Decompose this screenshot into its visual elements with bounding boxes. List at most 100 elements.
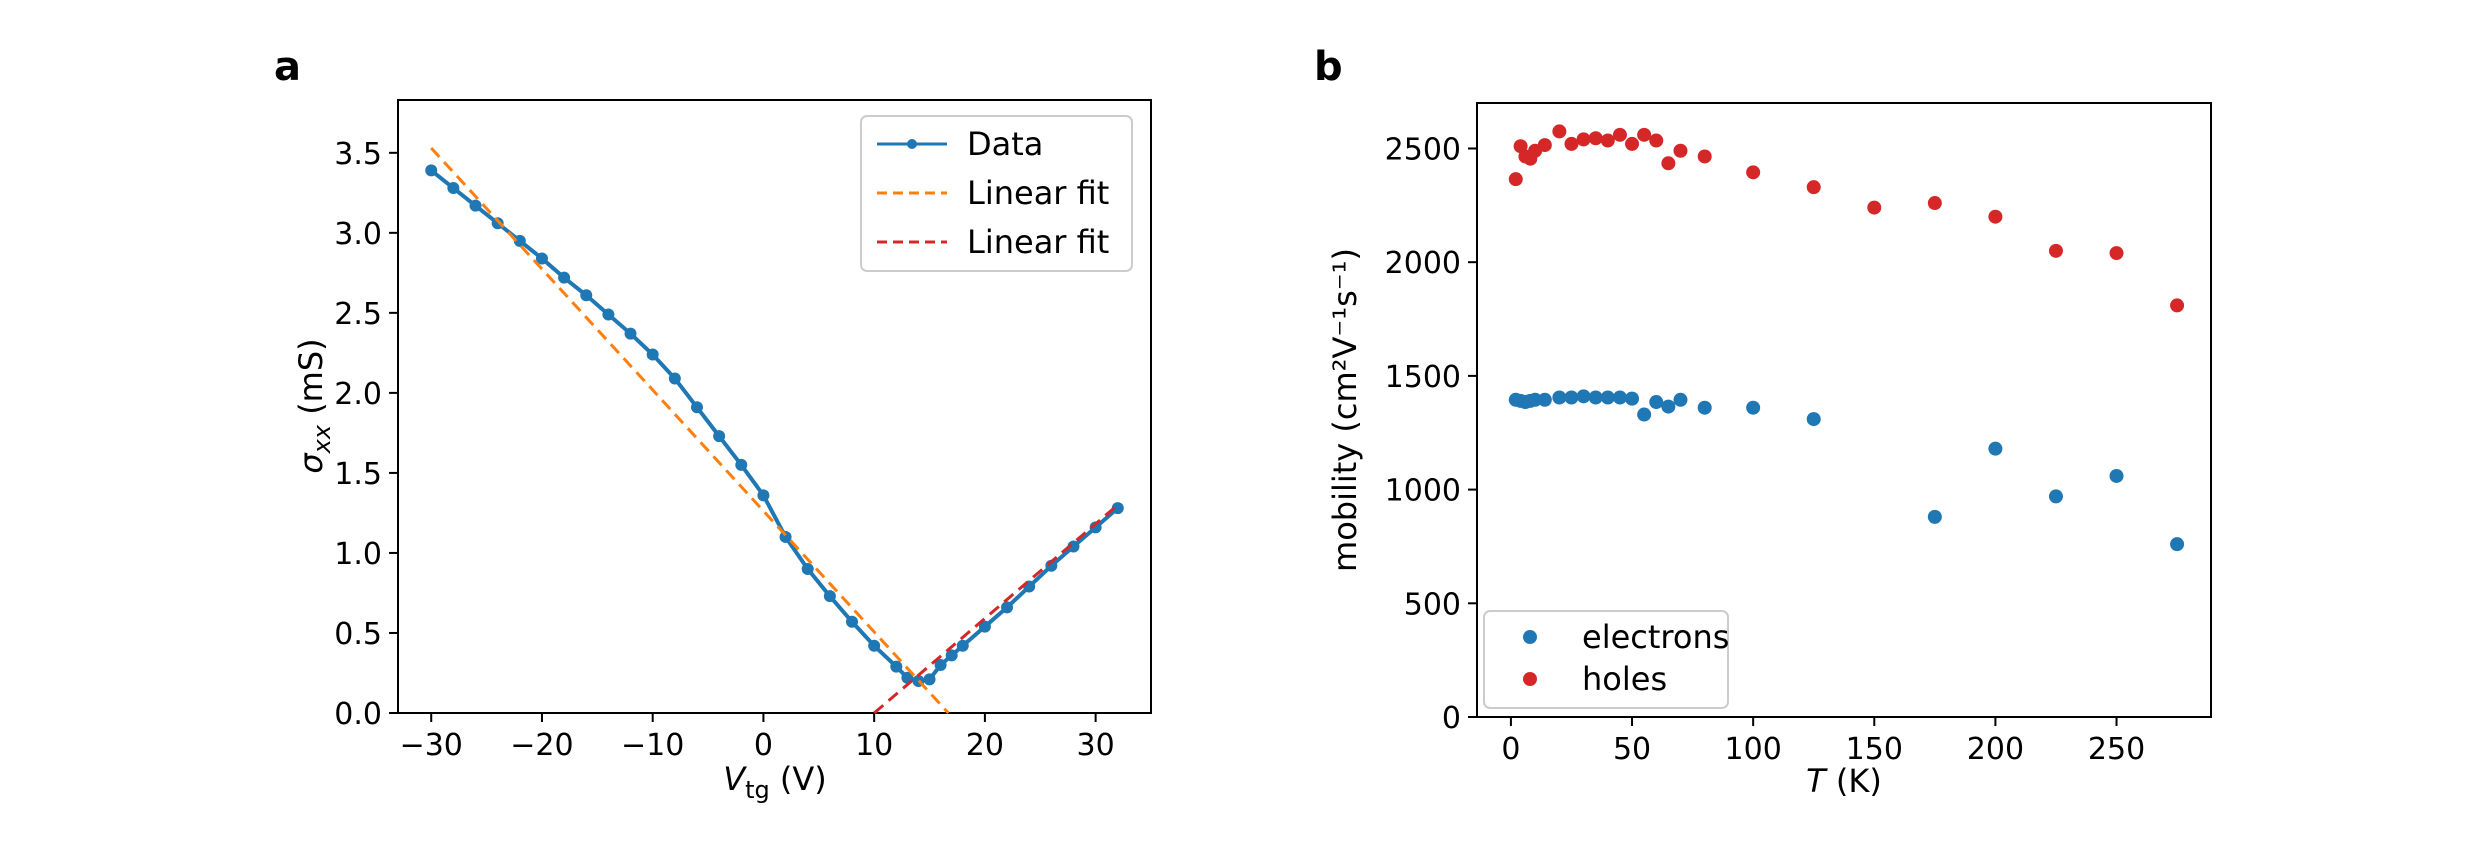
chart-b-series-holes-1-point: [1600, 133, 1615, 148]
chart-b-series-holes-1-point: [1508, 172, 1523, 187]
chart-b-series-electrons-0-point: [1697, 400, 1712, 415]
legend-fit1-label: Linear fit: [967, 174, 1109, 212]
chart-a-series-data-0-point: [646, 348, 659, 361]
chart-a-xtick-label: 20: [966, 728, 1004, 763]
chart-b-xlabel-unit: (K): [1826, 762, 1882, 800]
chart-b-ytick-label: 0: [1442, 701, 1461, 736]
chart-a-ylabel-unit: (mS): [292, 338, 330, 425]
chart-a-xlabel-sub: tg: [745, 776, 770, 804]
chart-b-series-holes-1-point: [1537, 138, 1552, 153]
chart-b-series-electrons-0-point: [2170, 537, 2185, 552]
legend-data-marker: [907, 139, 917, 149]
chart-b-series-holes-1-point: [1661, 156, 1676, 171]
chart-a-series-data-0-point: [713, 430, 726, 443]
chart-b-series-holes-1-point: [1806, 180, 1821, 195]
chart-b-series-electrons-0-point: [1673, 392, 1688, 407]
chart-b-ytick-label: 1000: [1385, 474, 1461, 509]
chart-b-xlabel: T (K): [1806, 762, 1882, 800]
chart-b-series-electrons-0-point: [1927, 509, 1942, 524]
chart-b-series-holes-1-point: [2170, 298, 2185, 313]
chart-b-xlabel-main: T: [1806, 762, 1828, 800]
chart-a-series-data-0-point: [801, 562, 814, 575]
chart-a-xtick-label: −10: [621, 728, 684, 763]
chart-a-ytick-label: 1.5: [334, 457, 382, 492]
chart-a-series-data-0-point: [668, 372, 681, 385]
chart-b-ylabel: mobility (cm²V⁻¹s⁻¹): [1326, 248, 1364, 572]
chart-a-ytick-label: 0.5: [334, 617, 382, 652]
chart-b-legend: electrons holes: [1483, 610, 1729, 709]
chart-a-ylabel-main: σ: [292, 452, 330, 474]
chart-a-series-linear-fit-2-line: [873, 503, 1119, 715]
chart-b-series-holes-1-point: [1637, 127, 1652, 142]
chart-b-series-holes-1-point: [1927, 196, 1942, 211]
legend-holes-label: holes: [1582, 660, 1667, 698]
legend-electrons-label: electrons: [1582, 618, 1729, 656]
chart-a-ytick-label: 3.0: [334, 217, 382, 252]
chart-b-ytick-label: 1500: [1385, 360, 1461, 395]
chart-b-series-electrons-0-point: [1661, 399, 1676, 414]
chart-a-series-data-0-point: [1001, 601, 1014, 614]
chart-b-series-electrons-0-point: [1625, 391, 1640, 406]
chart-a-ytick-label: 3.5: [334, 137, 382, 172]
panel-label-b: b: [1314, 44, 1343, 90]
chart-a-ytick-label: 2.0: [334, 377, 382, 412]
chart-a-xlabel-unit: (V): [770, 760, 827, 798]
chart-a-series-data-0-point: [535, 252, 548, 265]
chart-b-ytick-label: 2500: [1385, 132, 1461, 167]
chart-a-series-data-0-point: [1067, 540, 1080, 553]
chart-b-series-electrons-0-point: [1746, 400, 1761, 415]
chart-b-xtick-label: 200: [1967, 732, 2024, 767]
chart-a-series-data-0-point: [923, 673, 936, 686]
chart-b-series-holes-1-point: [1564, 136, 1579, 151]
chart-b-series-holes-1-point: [1649, 133, 1664, 148]
chart-b-series-electrons-0-point: [2048, 489, 2063, 504]
chart-a-series-data-0-point: [469, 199, 482, 212]
chart-b-series-electrons-0-point: [1552, 390, 1567, 405]
chart-b-series-holes-1-point: [1552, 124, 1567, 139]
chart-a-series-data-0-point: [513, 234, 526, 247]
legend-electrons-marker: [1523, 630, 1537, 644]
chart-a-series-data-0-point: [558, 271, 571, 284]
chart-a-ytick-label: 2.5: [334, 297, 382, 332]
chart-a-series-data-0-point: [890, 660, 903, 673]
chart-b-series-electrons-0-point: [1612, 390, 1627, 405]
chart-b: 0 50 100 150 200 250 0 500 1000 1500 2000 2500 T (…: [1326, 102, 2212, 800]
chart-a-series-data-0-point: [447, 182, 460, 195]
chart-a-series-data-0-point: [1111, 502, 1124, 515]
chart-b-xtick-label: 150: [1846, 732, 1903, 767]
chart-b-series-holes-1-point: [1697, 149, 1712, 164]
chart-b-series-holes-1-point: [1988, 209, 2003, 224]
chart-a-series-linear-fit-1-line: [430, 147, 950, 715]
chart-a-series-data-0-point: [868, 639, 881, 652]
chart-a-series-data-0-point: [425, 164, 438, 177]
legend-data-label: Data: [967, 125, 1043, 163]
chart-a-xtick-label: −30: [400, 728, 463, 763]
chart-a-xtick-label: 0: [754, 728, 773, 763]
legend-fit2-label: Linear fit: [967, 223, 1109, 261]
chart-a-xlabel-main: V: [723, 760, 747, 798]
chart-a-series-data-0-point: [945, 649, 958, 662]
chart-b-series-holes-1-point: [2109, 246, 2124, 261]
chart-b-series-electrons-0-point: [1806, 412, 1821, 427]
chart-a-ytick-label: 1.0: [334, 537, 382, 572]
chart-b-series-electrons-0-point: [1528, 392, 1543, 407]
chart-a-xtick-label: −20: [510, 728, 573, 763]
chart-a-series-data-0-point: [580, 289, 593, 302]
chart-a-series-data-0-point: [757, 489, 770, 502]
chart-b-xtick-label: 250: [2088, 732, 2145, 767]
chart-b-series-electrons-0-point: [1537, 392, 1552, 407]
chart-a-ytick-label: 0.0: [334, 697, 382, 732]
chart-b-series-electrons-0-point: [1588, 390, 1603, 405]
chart-a-series-data-0-point: [602, 308, 615, 321]
chart-b-series-electrons-0-point: [1988, 441, 2003, 456]
chart-a-ylabel-sub: xx: [308, 424, 336, 454]
chart-b-series-holes-1-point: [1625, 136, 1640, 151]
chart-b-series-holes-1-point: [2048, 243, 2063, 258]
chart-b-ytick-label: 500: [1404, 587, 1461, 622]
chart-a-series-data-0-point: [735, 458, 748, 471]
chart-b-xtick-label: 50: [1613, 732, 1651, 767]
chart-b-xtick-label: 100: [1725, 732, 1782, 767]
chart-a-legend-box: [860, 115, 1133, 272]
chart-b-frame: [1476, 102, 2212, 718]
